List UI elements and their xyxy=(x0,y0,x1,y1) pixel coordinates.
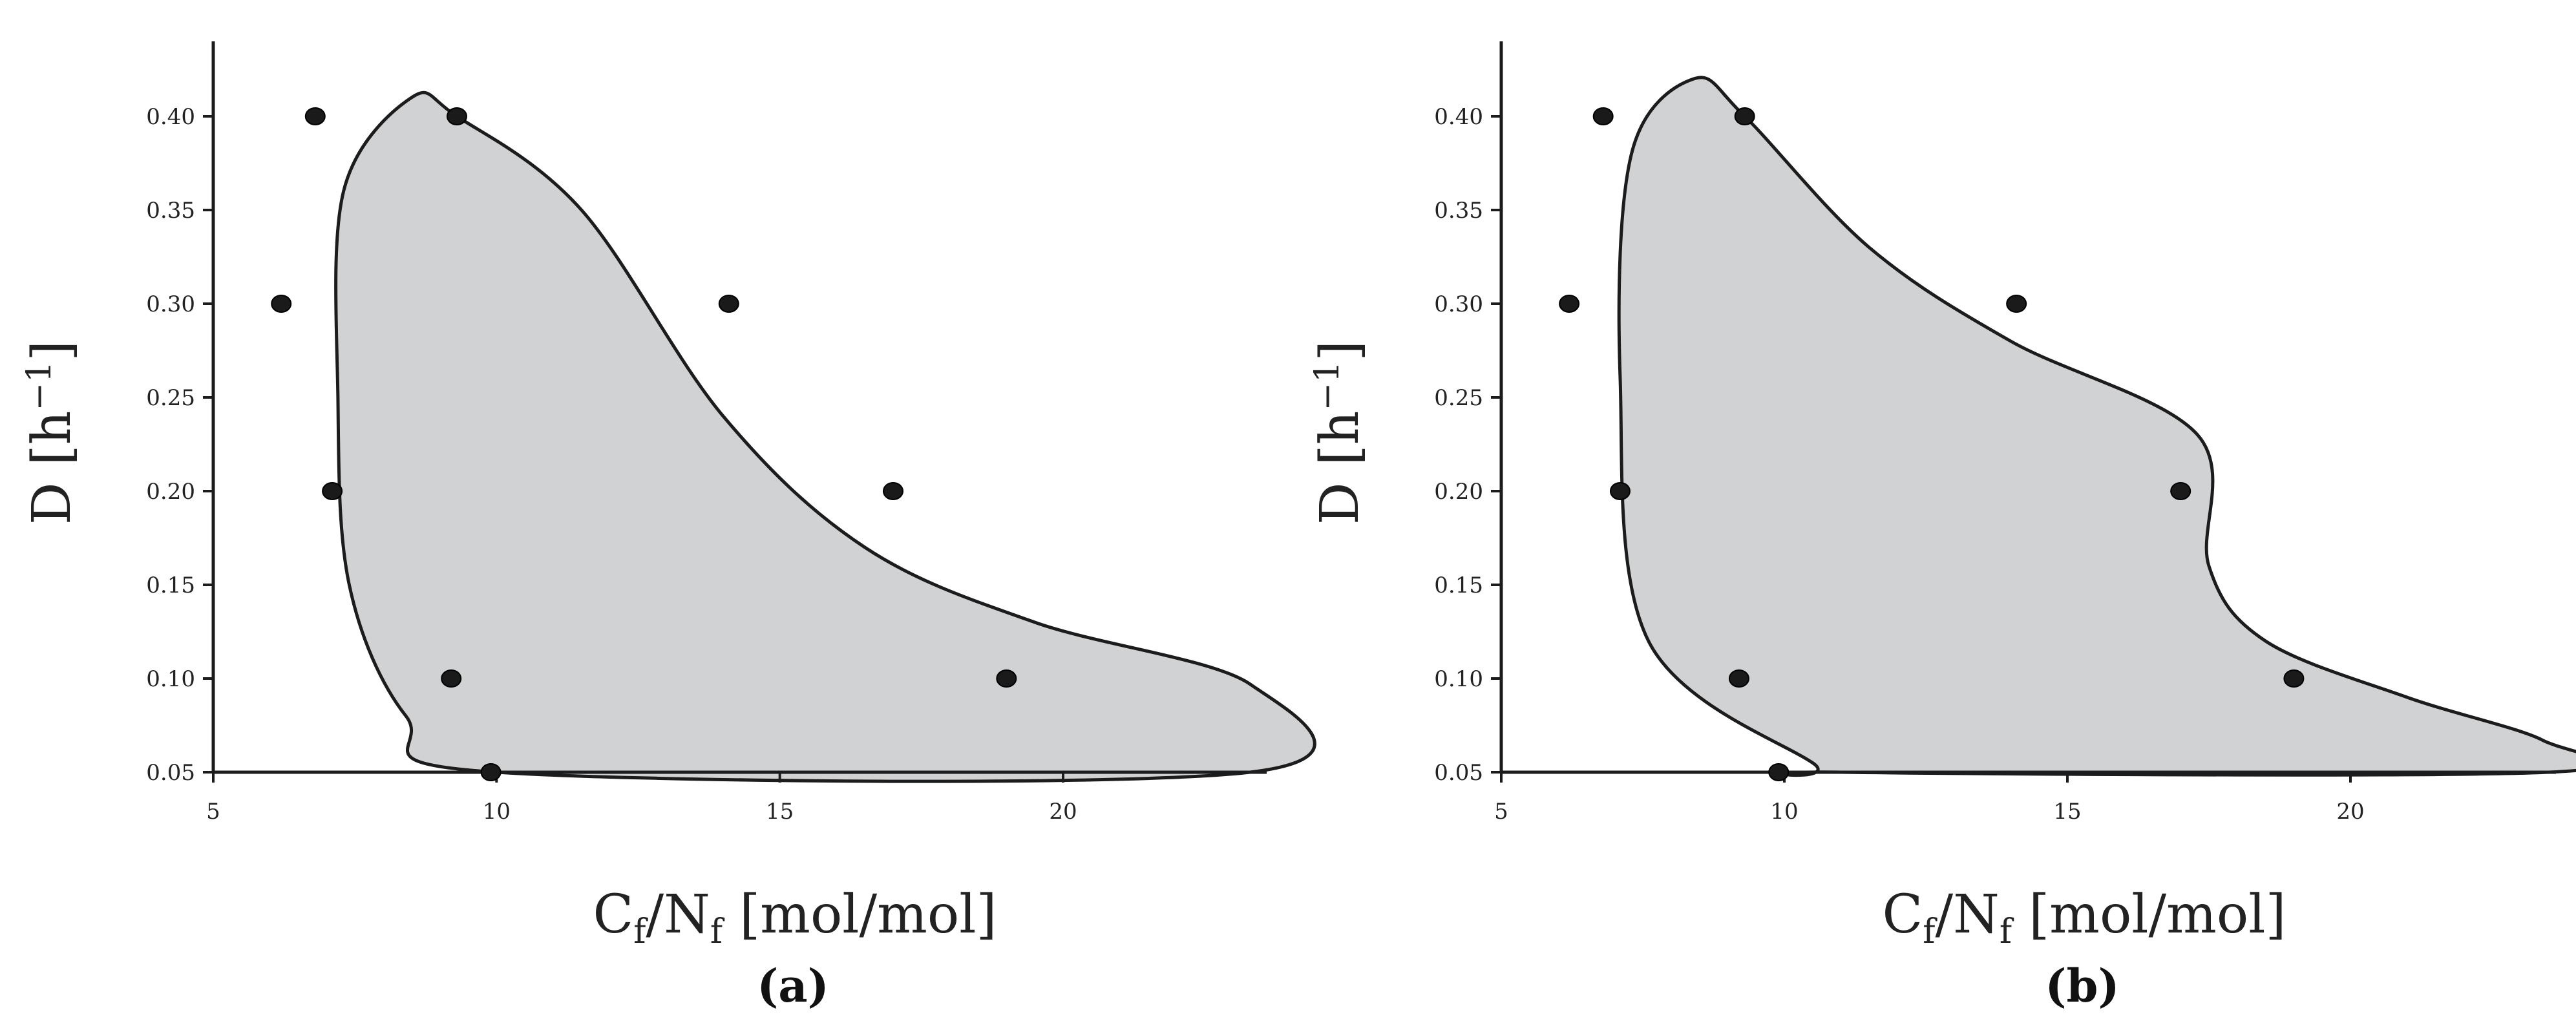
y-tick-label: 0.05 xyxy=(146,760,195,786)
x-axis-title-unit: [mol/mol] xyxy=(723,884,997,945)
data-point xyxy=(304,107,326,125)
data-point xyxy=(883,482,903,500)
y-axis-title-main: D [h xyxy=(21,411,83,525)
data-point xyxy=(2283,669,2305,688)
x-tick-label: 20 xyxy=(2336,799,2364,825)
y-tick-label: 0.35 xyxy=(146,198,195,224)
x-tick-label: 5 xyxy=(206,799,220,825)
data-point xyxy=(1734,107,1755,125)
y-tick-label: 0.20 xyxy=(1434,479,1483,505)
feasible-region xyxy=(334,90,1316,783)
y-tick-label: 0.30 xyxy=(1434,291,1483,317)
y-tick-label: 0.35 xyxy=(1434,198,1483,224)
y-tick-label: 0.15 xyxy=(146,573,195,598)
x-axis-title-sub: f xyxy=(710,912,725,951)
x-axis-title-c: C xyxy=(1882,884,1923,945)
y-axis-title-main: D [h xyxy=(1309,411,1371,525)
data-point xyxy=(446,107,467,125)
x-tick-label: 10 xyxy=(483,799,511,825)
y-axis-title: D [h−1] xyxy=(20,341,83,525)
y-tick-label: 0.30 xyxy=(146,291,195,317)
y-axis-title-superscript: −1 xyxy=(1308,361,1347,411)
panel-label: (a) xyxy=(757,959,829,1013)
y-tick-label: 0.05 xyxy=(1434,760,1483,786)
y-tick-label: 0.40 xyxy=(1434,104,1483,130)
x-axis-title-sub: f xyxy=(1923,912,1937,951)
y-axis-title: D [h−1] xyxy=(1308,341,1371,525)
data-point xyxy=(1592,107,1614,125)
y-tick-label: 0.10 xyxy=(146,666,195,692)
feasible-region xyxy=(1617,76,2576,777)
x-tick-label: 15 xyxy=(766,799,794,825)
y-tick-label: 0.20 xyxy=(146,479,195,505)
data-point xyxy=(1768,763,1789,781)
panel-a: 0.05 0.10 0.15 0.20 0.25 0.30 0.35 0.40 5 10 15 20 D… xyxy=(20,41,1316,1013)
x-axis-title-sub: f xyxy=(633,912,648,951)
y-tick-label: 0.10 xyxy=(1434,666,1483,692)
y-tick-label: 0.25 xyxy=(146,385,195,411)
data-point xyxy=(480,763,501,781)
x-axis-title-unit: [mol/mol] xyxy=(2012,884,2286,945)
data-point xyxy=(718,295,739,313)
y-axis-title-end: ] xyxy=(1309,341,1371,361)
panel-b: 0.05 0.10 0.15 0.20 0.25 0.30 0.35 0.40 5 10 15 20 D… xyxy=(1308,41,2576,1013)
x-axis-title: Cf/Nf [mol/mol] xyxy=(1882,884,2286,951)
y-tick-label: 0.40 xyxy=(146,104,195,130)
y-tick-label: 0.15 xyxy=(1434,573,1483,598)
y-tick-label: 0.25 xyxy=(1434,385,1483,411)
data-point xyxy=(2006,295,2027,313)
x-tick-label: 20 xyxy=(1049,799,1077,825)
y-axis-title-end: ] xyxy=(21,341,83,361)
data-point xyxy=(1728,669,1749,688)
x-axis-title-n: /N xyxy=(646,884,710,945)
data-point xyxy=(2170,482,2191,500)
data-point xyxy=(996,669,1017,688)
x-tick-label: 5 xyxy=(1494,799,1508,825)
x-axis-title-c: C xyxy=(593,884,633,945)
panel-label: (b) xyxy=(2045,959,2119,1013)
x-axis-title-sub: f xyxy=(2000,912,2014,951)
y-axis-title-superscript: −1 xyxy=(20,361,59,411)
x-tick-label: 15 xyxy=(2053,799,2081,825)
data-point xyxy=(1559,295,1580,313)
data-point xyxy=(271,295,292,313)
x-axis-title-n: /N xyxy=(1935,884,1999,945)
data-point xyxy=(441,669,462,688)
data-point xyxy=(322,482,343,500)
x-tick-label: 10 xyxy=(1770,799,1798,825)
data-point xyxy=(1609,482,1631,500)
x-axis-title: Cf/Nf [mol/mol] xyxy=(593,884,997,951)
